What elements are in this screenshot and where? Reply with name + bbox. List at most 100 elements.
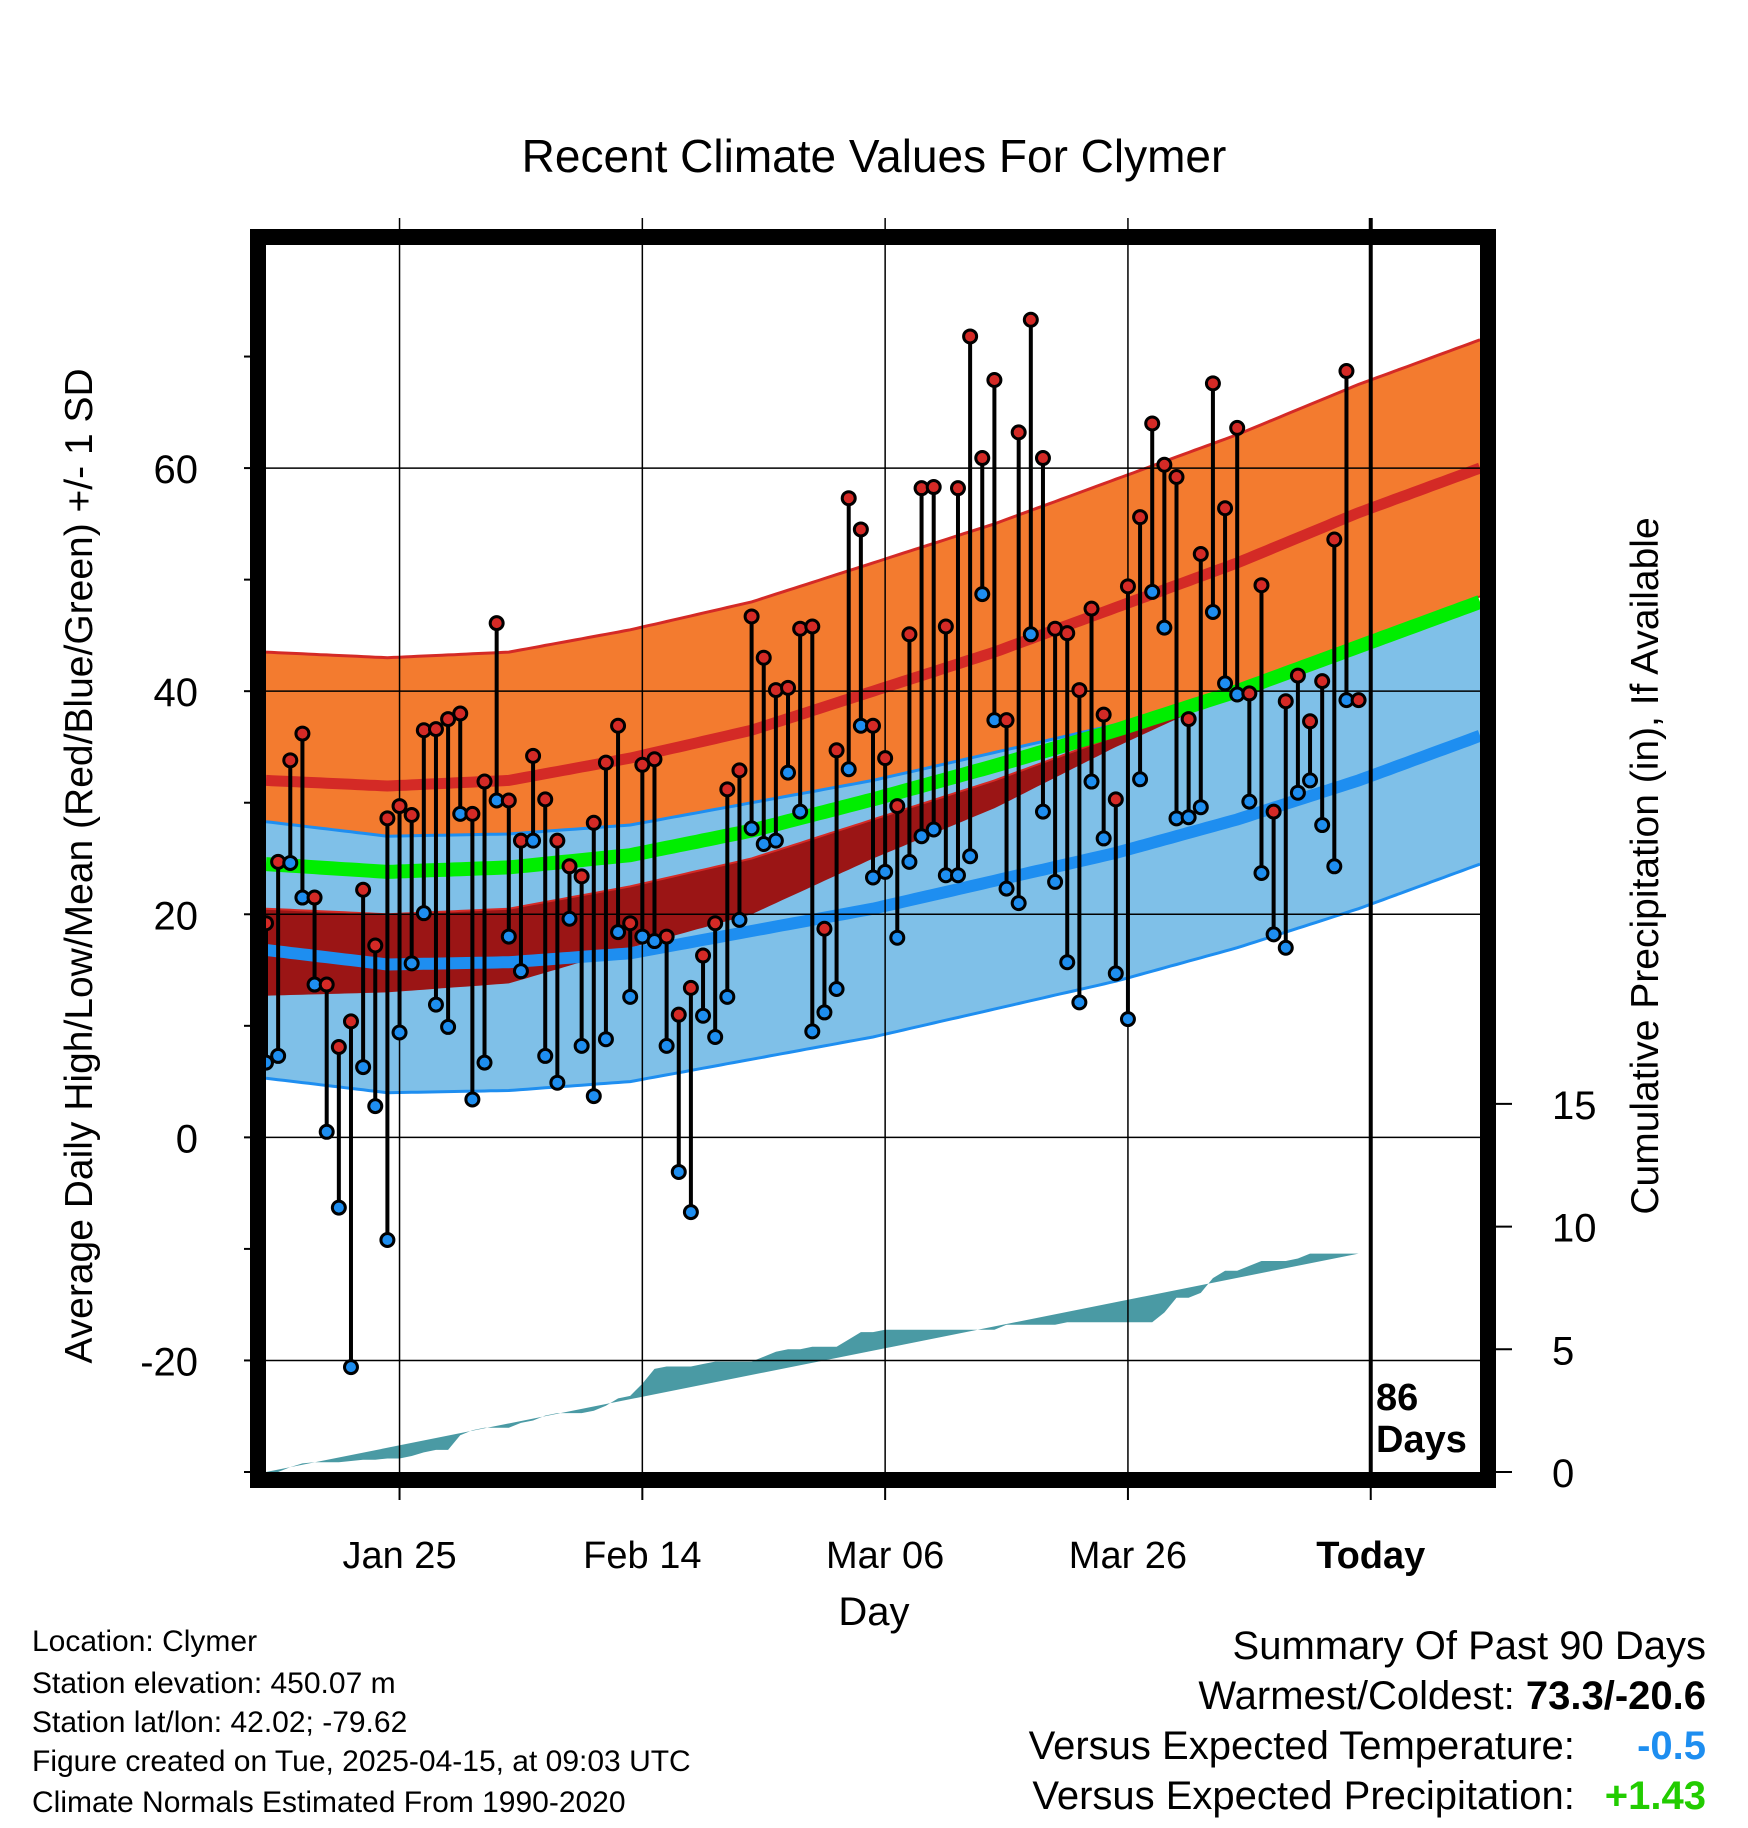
- normals-text: Climate Normals Estimated From 1990-2020: [32, 1786, 626, 1819]
- daily-high-point: [925, 479, 942, 496]
- daily-high-point: [294, 725, 311, 742]
- daily-low-point: [1217, 675, 1234, 692]
- daily-high-point: [865, 717, 881, 734]
- daily-low-point: [1047, 873, 1064, 890]
- daily-high-point: [852, 521, 869, 538]
- daily-low-point: [1022, 626, 1039, 643]
- daily-low-point: [925, 821, 942, 838]
- daily-high-point: [1059, 625, 1076, 642]
- daily-high-point: [707, 915, 724, 932]
- daily-high-point: [962, 328, 979, 345]
- daily-high-point: [561, 858, 578, 875]
- daily-high-point: [622, 915, 639, 932]
- daily-high-point: [804, 618, 821, 635]
- daily-low-point: [1314, 817, 1331, 834]
- daily-low-point: [767, 832, 784, 849]
- daily-low-point: [573, 1037, 590, 1054]
- daily-low-point: [719, 988, 736, 1005]
- daily-low-point: [597, 1031, 614, 1048]
- daily-low-point: [670, 1163, 687, 1180]
- daily-high-point: [573, 868, 590, 885]
- daily-high-point: [780, 679, 797, 696]
- daily-low-point: [743, 820, 760, 837]
- x-tick-label: Mar 26: [1069, 1535, 1187, 1577]
- daily-low-point: [500, 928, 517, 945]
- daily-high-point: [1095, 706, 1112, 723]
- precip-value: +1.43: [1604, 1774, 1706, 1818]
- daily-high-point: [1289, 667, 1306, 684]
- daily-low-point: [622, 988, 639, 1005]
- warm-label: Warmest/Coldest:: [1198, 1674, 1515, 1718]
- temp-label: Versus Expected Temperature:: [1028, 1724, 1575, 1768]
- daily-low-point: [415, 905, 432, 922]
- y-tick-label-left: 60: [154, 448, 199, 492]
- daily-low-point: [658, 1037, 675, 1054]
- y-tick-label-left: 20: [154, 894, 199, 938]
- summary-warm-row: Warmest/Coldest: 73.3/-20.6: [1198, 1671, 1706, 1721]
- daily-high-point: [828, 742, 845, 759]
- daily-high-point: [1144, 415, 1161, 432]
- daily-high-point: [1034, 450, 1051, 467]
- daily-high-point: [282, 752, 299, 769]
- daily-high-point: [682, 979, 699, 996]
- daily-low-point: [525, 832, 542, 849]
- plot-frame: [250, 229, 1496, 1488]
- daily-low-point: [549, 1074, 566, 1091]
- daily-low-point: [355, 1059, 372, 1076]
- daily-high-point: [367, 937, 384, 954]
- axes: -20 0 20 40 60 0 5 10 15 Jan 25 Feb 14 Mar 06 Mar 26…: [140, 229, 1597, 1577]
- daily-low-point: [731, 911, 748, 928]
- daily-high-point: [901, 626, 918, 643]
- summary-temp-row: Versus Expected Temperature: -0.5: [1029, 1721, 1706, 1771]
- y-tick-label-left: 0: [176, 1117, 198, 1161]
- daily-low-point: [840, 761, 857, 778]
- x-tick-label: Today: [1316, 1535, 1425, 1577]
- daily-low-point: [464, 1091, 481, 1108]
- daily-high-point: [1338, 363, 1355, 380]
- daily-high-point: [1119, 578, 1136, 595]
- daily-low-point: [792, 803, 809, 820]
- daily-low-point: [1326, 858, 1343, 875]
- x-tick-label: Jan 25: [342, 1535, 456, 1577]
- today-days-number: 86: [1376, 1377, 1418, 1419]
- daily-high-point: [1302, 713, 1319, 730]
- daily-low-point: [1083, 773, 1100, 790]
- climate-chart: -20 0 20 40 60 0 5 10 15 Jan 25 Feb 14 Mar 06 Mar 26…: [58, 130, 1667, 1634]
- daily-high-point: [1277, 693, 1294, 710]
- daily-high-point: [452, 705, 469, 722]
- daily-low-point: [1132, 771, 1149, 788]
- daily-high-point: [1083, 600, 1100, 617]
- daily-low-point: [391, 1024, 408, 1041]
- daily-low-point: [695, 1007, 712, 1024]
- daily-low-point: [403, 955, 420, 972]
- y-tick-label-right: 0: [1552, 1452, 1574, 1496]
- daily-high-point: [330, 1039, 347, 1056]
- daily-high-point: [1071, 682, 1088, 699]
- daily-low-point: [1034, 803, 1051, 820]
- x-tick-label: Mar 06: [826, 1535, 944, 1577]
- daily-high-point: [427, 721, 444, 738]
- daily-low-point: [512, 963, 529, 980]
- daily-high-point: [1156, 456, 1173, 473]
- daily-high-point: [342, 1013, 359, 1030]
- daily-low-point: [1302, 772, 1319, 789]
- daily-low-point: [1156, 619, 1173, 636]
- y-axis-label-right: Cumulative Precipitation (in), If Availa…: [1624, 517, 1667, 1214]
- daily-low-point: [270, 1047, 287, 1064]
- daily-high-point: [464, 805, 481, 822]
- daily-high-point: [1180, 711, 1197, 728]
- y-tick-label-right: 15: [1552, 1084, 1597, 1128]
- daily-high-point: [816, 920, 833, 937]
- daily-high-point: [488, 615, 505, 632]
- daily-low-point: [828, 981, 845, 998]
- daily-high-point: [610, 717, 627, 734]
- daily-high-point: [889, 798, 906, 815]
- daily-high-point: [840, 490, 857, 507]
- daily-high-point: [1168, 469, 1185, 486]
- daily-low-point: [610, 924, 627, 941]
- daily-low-point: [1059, 954, 1076, 971]
- daily-high-point: [1204, 375, 1221, 392]
- y-tick-label-left: -20: [140, 1340, 198, 1384]
- daily-high-point: [597, 754, 614, 771]
- daily-low-point: [379, 1231, 396, 1248]
